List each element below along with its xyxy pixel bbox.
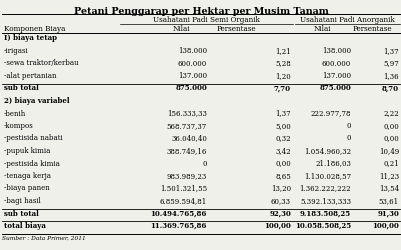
Text: 137.000: 137.000 <box>321 72 350 80</box>
Text: 1,37: 1,37 <box>383 47 398 55</box>
Text: 1,36: 1,36 <box>383 72 398 80</box>
Text: 0,00: 0,00 <box>275 160 290 168</box>
Text: sub total: sub total <box>4 84 39 92</box>
Text: -biaya panen: -biaya panen <box>4 184 50 192</box>
Text: 1,20: 1,20 <box>275 72 290 80</box>
Text: Komponen Biaya: Komponen Biaya <box>4 25 65 33</box>
Text: 600.000: 600.000 <box>177 60 207 68</box>
Text: 5,00: 5,00 <box>275 122 290 130</box>
Text: 8,70: 8,70 <box>381 84 398 92</box>
Text: 1.054.960,32: 1.054.960,32 <box>303 147 350 155</box>
Text: 568.737,37: 568.737,37 <box>166 122 207 130</box>
Text: 5,28: 5,28 <box>275 60 290 68</box>
Text: -bagi hasil: -bagi hasil <box>4 197 41 205</box>
Text: 13,20: 13,20 <box>270 184 290 192</box>
Text: sub total: sub total <box>4 210 39 218</box>
Text: total biaya: total biaya <box>4 222 46 230</box>
Text: 138.000: 138.000 <box>321 47 350 55</box>
Text: 91,30: 91,30 <box>376 210 398 218</box>
Text: 5,97: 5,97 <box>382 60 398 68</box>
Text: Persentase: Persentase <box>352 25 391 33</box>
Text: 875.000: 875.000 <box>318 84 350 92</box>
Text: Usahatani Padi Semi Organik: Usahatani Padi Semi Organik <box>153 16 259 24</box>
Text: 13,54: 13,54 <box>378 184 398 192</box>
Text: -kompos: -kompos <box>4 122 34 130</box>
Text: -sewa traktor/kerbau: -sewa traktor/kerbau <box>4 60 79 68</box>
Text: Usahatani Padi Anorganik: Usahatani Padi Anorganik <box>300 16 394 24</box>
Text: 1.362.222,222: 1.362.222,222 <box>299 184 350 192</box>
Text: 11.369.765,86: 11.369.765,86 <box>150 222 207 230</box>
Text: 1.501.321,55: 1.501.321,55 <box>160 184 207 192</box>
Text: -benih: -benih <box>4 110 26 118</box>
Text: 388.749,16: 388.749,16 <box>166 147 207 155</box>
Text: 8,65: 8,65 <box>275 172 290 180</box>
Text: -pupuk kimia: -pupuk kimia <box>4 147 50 155</box>
Text: 10.494.765,86: 10.494.765,86 <box>150 210 207 218</box>
Text: 0: 0 <box>346 122 350 130</box>
Text: Nilai: Nilai <box>313 25 330 33</box>
Text: 5.392.133,333: 5.392.133,333 <box>299 197 350 205</box>
Text: -alat pertanian: -alat pertanian <box>4 72 57 80</box>
Text: -irigasi: -irigasi <box>4 47 29 55</box>
Text: 7,70: 7,70 <box>273 84 290 92</box>
Text: Sumber : Data Primer, 2011: Sumber : Data Primer, 2011 <box>2 236 85 240</box>
Text: 983.989,23: 983.989,23 <box>166 172 207 180</box>
Text: Persentase: Persentase <box>216 25 256 33</box>
Text: 11,23: 11,23 <box>378 172 398 180</box>
Text: 6.859.594,81: 6.859.594,81 <box>159 197 207 205</box>
Text: 0,00: 0,00 <box>382 134 398 142</box>
Text: 875.000: 875.000 <box>175 84 207 92</box>
Text: 36.040,40: 36.040,40 <box>171 134 207 142</box>
Text: 21.186,03: 21.186,03 <box>314 160 350 168</box>
Text: -pestisida nabati: -pestisida nabati <box>4 134 63 142</box>
Text: 137.000: 137.000 <box>177 72 207 80</box>
Text: 10.058.508,25: 10.058.508,25 <box>294 222 350 230</box>
Text: 0,21: 0,21 <box>382 160 398 168</box>
Text: 100,00: 100,00 <box>371 222 398 230</box>
Text: 9.183.508,25: 9.183.508,25 <box>299 210 350 218</box>
Text: Nilai: Nilai <box>172 25 190 33</box>
Text: 138.000: 138.000 <box>177 47 207 55</box>
Text: 222.977,78: 222.977,78 <box>310 110 350 118</box>
Text: 10,49: 10,49 <box>378 147 398 155</box>
Text: -tenaga kerja: -tenaga kerja <box>4 172 51 180</box>
Text: Petani Penggarap per Hektar per Musim Tanam: Petani Penggarap per Hektar per Musim Ta… <box>73 7 328 16</box>
Text: 3,42: 3,42 <box>275 147 290 155</box>
Text: 1,37: 1,37 <box>275 110 290 118</box>
Text: 92,30: 92,30 <box>269 210 290 218</box>
Text: 60,33: 60,33 <box>270 197 290 205</box>
Text: -pestisida kimia: -pestisida kimia <box>4 160 60 168</box>
Text: 2,22: 2,22 <box>382 110 398 118</box>
Text: 0,32: 0,32 <box>275 134 290 142</box>
Text: 1,21: 1,21 <box>275 47 290 55</box>
Text: 100,00: 100,00 <box>263 222 290 230</box>
Text: 1.130.028,57: 1.130.028,57 <box>303 172 350 180</box>
Text: 53,61: 53,61 <box>378 197 398 205</box>
Text: 0: 0 <box>346 134 350 142</box>
Text: 600.000: 600.000 <box>321 60 350 68</box>
Text: 0,00: 0,00 <box>382 122 398 130</box>
Text: I) biaya tetap: I) biaya tetap <box>4 34 57 42</box>
Text: 0: 0 <box>202 160 207 168</box>
Text: 2) biaya variabel: 2) biaya variabel <box>4 97 69 105</box>
Text: 156.333,33: 156.333,33 <box>167 110 207 118</box>
